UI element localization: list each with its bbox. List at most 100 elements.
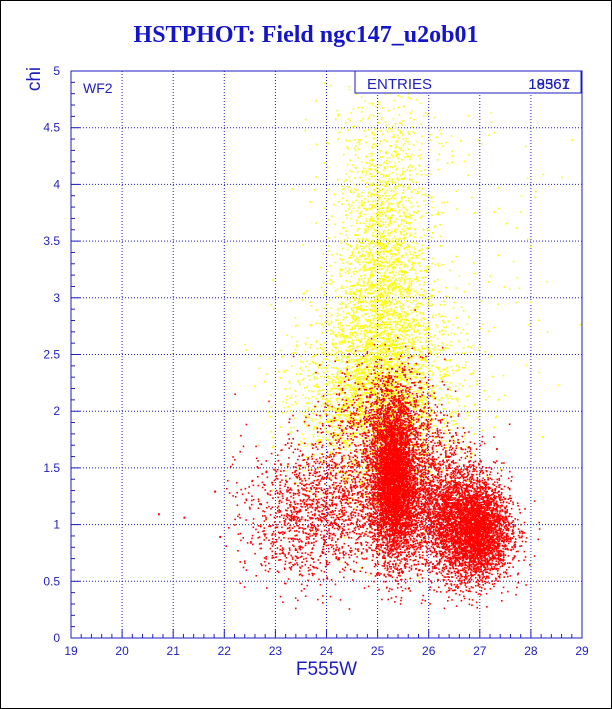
- data-point: [349, 472, 351, 475]
- data-point: [383, 453, 386, 456]
- data-point: [338, 382, 340, 384]
- data-point: [426, 465, 429, 467]
- data-point: [352, 352, 355, 355]
- data-point: [345, 173, 347, 175]
- data-point: [346, 357, 348, 359]
- data-point: [470, 426, 472, 429]
- data-point: [458, 275, 461, 277]
- data-point: [416, 277, 419, 279]
- data-point: [385, 374, 387, 376]
- data-point: [281, 412, 283, 414]
- data-point: [377, 211, 379, 214]
- data-point: [377, 426, 379, 429]
- data-point: [389, 301, 392, 303]
- data-point: [434, 396, 436, 399]
- data-point: [343, 335, 346, 338]
- data-point: [322, 349, 324, 351]
- data-point: [399, 329, 401, 332]
- data-point: [442, 319, 444, 322]
- data-point: [346, 140, 349, 142]
- data-point: [406, 209, 409, 212]
- data-point: [342, 287, 345, 289]
- data-point: [405, 380, 407, 382]
- data-point: [304, 342, 307, 344]
- data-point: [415, 304, 417, 307]
- data-point: [427, 461, 430, 464]
- data-point: [396, 139, 399, 142]
- data-point: [351, 251, 353, 253]
- data-point: [387, 323, 390, 326]
- data-point: [385, 124, 387, 127]
- data-point: [395, 362, 398, 365]
- data-point: [427, 333, 430, 335]
- data-point: [432, 257, 434, 260]
- data-point: [308, 468, 310, 470]
- data-point: [423, 387, 425, 390]
- data-point: [440, 378, 443, 380]
- data-point: [373, 284, 376, 287]
- data-point: [366, 309, 368, 311]
- data-point: [432, 364, 434, 367]
- data-point: [385, 354, 387, 357]
- data-point: [439, 374, 441, 376]
- data-point: [387, 395, 390, 397]
- data-point: [411, 288, 413, 290]
- data-point: [355, 290, 358, 292]
- data-point: [397, 94, 399, 97]
- data-point: [330, 330, 333, 332]
- data-point: [356, 498, 359, 501]
- data-point: [373, 194, 376, 196]
- data-point: [428, 421, 430, 424]
- data-point: [396, 371, 398, 374]
- data-point: [360, 330, 363, 332]
- data-point: [374, 169, 377, 171]
- data-point: [423, 270, 426, 272]
- data-point: [387, 361, 389, 364]
- data-point: [395, 388, 397, 390]
- data-point: [371, 420, 374, 423]
- data-point: [395, 284, 397, 287]
- data-point: [410, 196, 413, 199]
- data-point: [364, 228, 366, 230]
- data-point: [378, 280, 380, 282]
- data-point: [363, 419, 365, 422]
- data-point: [373, 362, 375, 365]
- data-point: [375, 213, 378, 216]
- data-point: [368, 254, 371, 257]
- data-point: [355, 189, 357, 192]
- data-point: [371, 175, 373, 178]
- data-point: [429, 353, 431, 356]
- data-point: [330, 275, 333, 277]
- data-point: [353, 351, 356, 353]
- data-point: [437, 168, 440, 171]
- data-point: [372, 367, 375, 369]
- data-point: [393, 358, 395, 360]
- data-point: [418, 384, 421, 387]
- data-point: [441, 315, 443, 317]
- data-point: [388, 384, 391, 387]
- data-point: [318, 443, 320, 445]
- data-point: [416, 389, 419, 392]
- data-point: [425, 174, 427, 176]
- data-point: [325, 430, 327, 432]
- data-point: [270, 394, 272, 397]
- data-point: [383, 386, 385, 389]
- data-point: [379, 332, 382, 335]
- data-point: [332, 379, 335, 382]
- data-point: [347, 204, 350, 206]
- data-point: [379, 373, 382, 375]
- data-point: [362, 423, 364, 425]
- data-point: [385, 151, 388, 153]
- data-point: [368, 165, 371, 167]
- data-point: [330, 353, 332, 356]
- data-point: [390, 380, 392, 383]
- data-point: [367, 296, 369, 298]
- data-point: [438, 400, 441, 402]
- data-point: [379, 264, 381, 266]
- data-point: [364, 318, 367, 321]
- data-point: [347, 298, 349, 301]
- data-point: [374, 371, 376, 373]
- data-point: [331, 381, 333, 384]
- data-point: [401, 335, 404, 337]
- data-point: [407, 227, 409, 230]
